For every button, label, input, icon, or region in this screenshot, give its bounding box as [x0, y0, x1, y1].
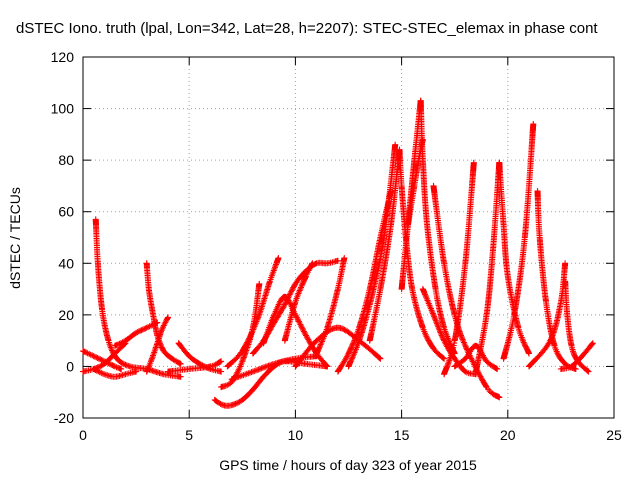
y-tick-label: 100	[51, 101, 75, 117]
grid-lines	[83, 57, 614, 418]
y-axis-label: dSTEC / TECUs	[7, 187, 23, 289]
series-markers	[224, 255, 282, 370]
series-arc30	[472, 159, 503, 375]
x-axis-label: GPS time / hours of day 323 of year 2015	[219, 457, 477, 473]
series-markers	[143, 260, 184, 367]
y-tick-label: 20	[58, 307, 74, 323]
series-arc09	[165, 358, 225, 375]
y-tick-label: 0	[66, 358, 74, 374]
x-tick-label: 5	[185, 427, 193, 443]
y-tick-label: 120	[51, 49, 75, 65]
series-markers	[472, 159, 503, 375]
chart-title: dSTEC Iono. truth (lpal, Lon=342, Lat=28…	[16, 20, 598, 37]
series-arc04	[90, 366, 140, 380]
x-tick-label: 0	[79, 427, 87, 443]
series-markers	[557, 340, 596, 372]
series-arc29	[430, 182, 503, 401]
series-markers	[92, 216, 184, 380]
series-arc34	[526, 260, 569, 370]
series-markers	[143, 314, 171, 375]
series-arc12	[224, 255, 282, 370]
x-tick-label: 25	[606, 427, 622, 443]
series-arc25	[405, 136, 426, 228]
series-arc36	[557, 340, 596, 372]
series-arc32	[500, 121, 537, 362]
series-arc31	[496, 159, 532, 357]
series-markers	[405, 136, 426, 228]
series-arc35	[562, 278, 592, 375]
series-markers	[281, 260, 316, 344]
series-markers	[292, 324, 384, 370]
series-arc17	[292, 324, 384, 370]
series-markers	[417, 97, 458, 357]
x-tick-label: 10	[288, 427, 304, 443]
series-markers	[345, 141, 399, 370]
series-markers	[500, 121, 537, 362]
y-tick-label: -20	[54, 410, 74, 426]
y-tick-label: 80	[58, 152, 74, 168]
series-arc07	[143, 314, 171, 375]
data-series	[80, 97, 596, 409]
x-tick-label: 20	[500, 427, 516, 443]
series-arc13	[228, 353, 320, 383]
series-markers	[562, 278, 592, 375]
series-markers	[496, 159, 532, 357]
series-arc02	[92, 216, 184, 380]
x-tick-label: 15	[394, 427, 410, 443]
series-arc18	[313, 255, 348, 357]
y-tick-label: 60	[58, 204, 74, 220]
series-arc20	[345, 141, 399, 370]
series-markers	[90, 366, 140, 380]
series-arc16	[281, 260, 316, 344]
series-markers	[313, 255, 348, 357]
series-markers	[165, 358, 225, 375]
series-arc06	[143, 260, 184, 367]
series-arc24	[417, 97, 458, 357]
plot-frame	[82, 56, 615, 419]
y-tick-label: 40	[58, 255, 74, 271]
series-markers	[228, 353, 320, 383]
series-markers	[526, 260, 569, 370]
series-markers	[430, 182, 503, 401]
axis-ticks: 0 5 10 15 20 25 -20 0 20 40 60 80 100 120	[51, 49, 622, 443]
